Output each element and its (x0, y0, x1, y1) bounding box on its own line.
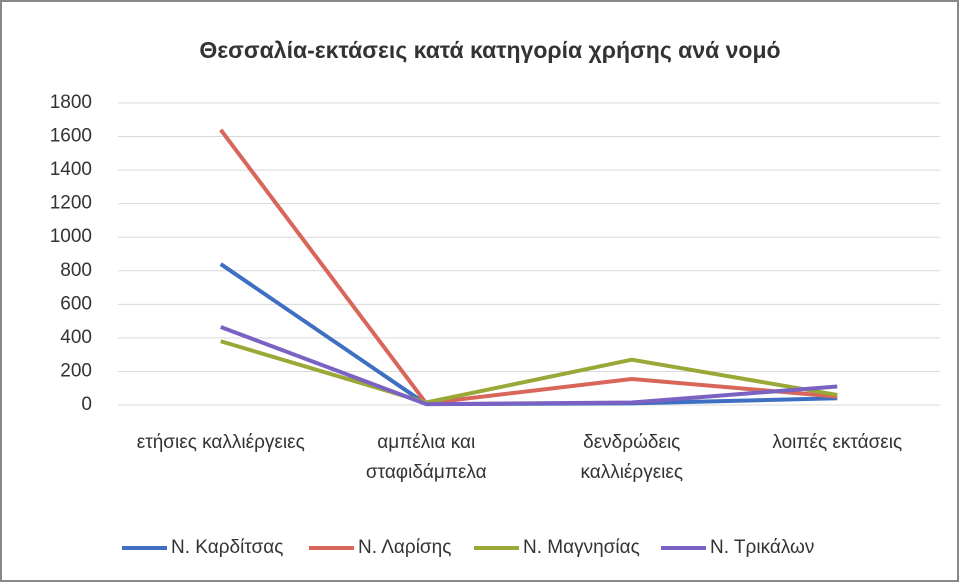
legend-label: Ν. Μαγνησίας (523, 537, 640, 558)
y-tick-label: 1800 (50, 92, 92, 113)
y-tick-label: 200 (60, 360, 92, 381)
legend-label: Ν. Τρικάλων (710, 537, 814, 558)
series-line (220, 325, 838, 407)
legend-label: Ν. Καρδίτσας (171, 537, 283, 558)
y-tick-label: 1400 (50, 159, 92, 180)
y-tick-label: 0 (81, 394, 92, 415)
y-tick-label: 1200 (50, 193, 92, 214)
y-tick-label: 1600 (50, 126, 92, 147)
y-tick-label: 400 (60, 327, 92, 348)
y-tick-label: 600 (60, 293, 92, 314)
chart-title: Θεσσαλία-εκτάσεις κατά κατηγορία χρήσης … (199, 37, 780, 63)
series-line (219, 128, 838, 406)
x-tick-label: αμπέλια και σταφιδάμπελα (365, 432, 487, 483)
series-line (220, 339, 838, 405)
x-tick-label: ετήσιες καλλιέργειες (136, 432, 305, 453)
y-tick-label: 1000 (50, 226, 92, 247)
x-tick-label: λοιπές εκτάσεις (772, 432, 903, 453)
x-tick-label: δενδρώδεις καλλιέργειες (580, 432, 684, 483)
y-tick-label: 800 (60, 260, 92, 281)
legend-label: Ν. Λαρίσης (358, 537, 451, 558)
